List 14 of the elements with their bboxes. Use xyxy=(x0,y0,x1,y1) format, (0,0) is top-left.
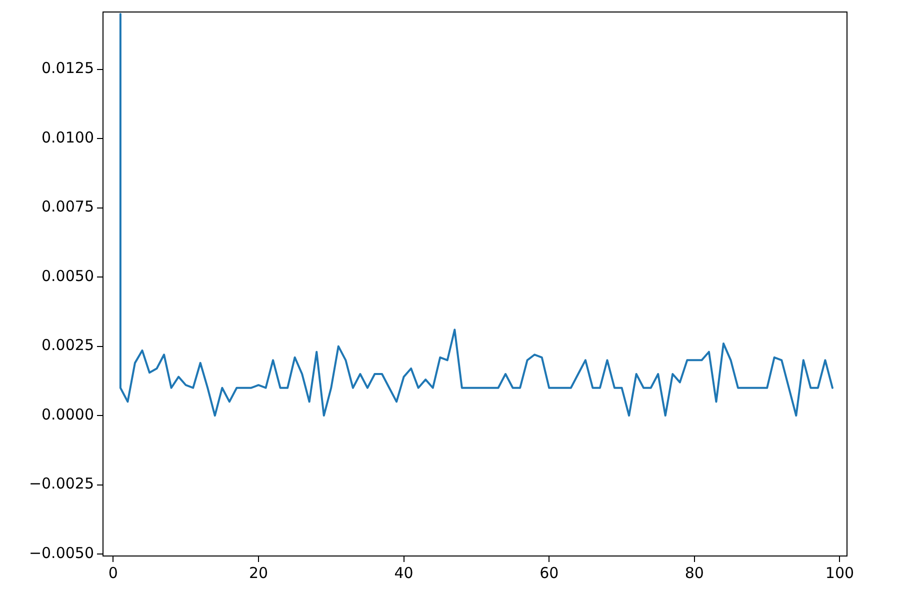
y-tick-label: 0.0075 xyxy=(42,198,94,216)
y-tick-label: 0.0025 xyxy=(42,336,94,354)
x-tick-label: 80 xyxy=(684,564,704,582)
x-tick-label: 20 xyxy=(248,564,268,582)
y-tick-label: 0.0050 xyxy=(42,266,94,285)
x-tick-label: 0 xyxy=(108,564,118,582)
y-tick-label: 0.0100 xyxy=(42,128,94,146)
y-tick-label: −0.0025 xyxy=(28,474,94,493)
y-tick-label: 0.0125 xyxy=(42,59,94,78)
y-tick-label: −0.0050 xyxy=(28,544,94,562)
x-tick-label: 60 xyxy=(540,564,559,582)
x-tick-label: 100 xyxy=(825,564,854,582)
x-tick-label: 40 xyxy=(394,564,414,582)
y-tick-label: 0.0000 xyxy=(42,405,94,424)
